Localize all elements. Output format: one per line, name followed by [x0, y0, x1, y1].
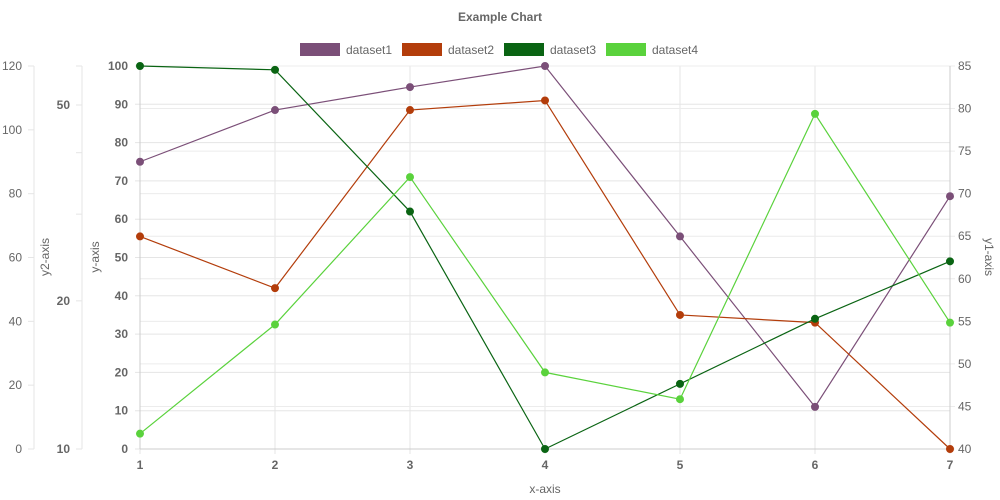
y1-tick-label: 60: [958, 272, 972, 286]
data-point-dataset3: [541, 445, 549, 453]
legend-label: dataset4: [652, 43, 698, 57]
y1-tick-label: 50: [958, 357, 972, 371]
data-point-dataset4: [136, 429, 144, 438]
y2-tick-label: 100: [2, 123, 22, 137]
x-tick-label: 2: [272, 458, 279, 472]
y-tick-label: 50: [115, 251, 129, 265]
data-point-dataset2: [676, 310, 684, 319]
y-tick-label: 30: [115, 327, 129, 341]
data-point-dataset1: [946, 192, 954, 201]
y-tick-label: 100: [108, 59, 128, 73]
data-point-dataset4: [811, 109, 819, 118]
y1-tick-label: 40: [958, 442, 972, 456]
legend-item-dataset2[interactable]: dataset2: [402, 43, 494, 57]
series-lines: [136, 62, 954, 453]
x-tick-label: 3: [407, 458, 414, 472]
y3-tick-label: 20: [57, 294, 71, 308]
data-point-dataset3: [676, 379, 684, 388]
data-point-dataset1: [406, 83, 414, 92]
x-axis-title: x-axis: [529, 482, 560, 496]
y2-tick-label: 80: [9, 187, 23, 201]
y-tick-label: 60: [115, 212, 129, 226]
legend-item-dataset4[interactable]: dataset4: [606, 43, 698, 57]
y-tick-label: 90: [115, 97, 129, 111]
y1-axis-title: y1-axis: [982, 238, 996, 276]
y-tick-label: 10: [115, 404, 129, 418]
data-point-dataset4: [271, 320, 279, 329]
y1-tick-label: 70: [958, 187, 972, 201]
legend[interactable]: dataset1 dataset2 dataset3 dataset4: [300, 43, 698, 57]
legend-item-dataset1[interactable]: dataset1: [300, 43, 392, 57]
chart-title: Example Chart: [458, 10, 542, 24]
legend-swatch: [402, 43, 442, 56]
y-axis-title: y-axis: [88, 241, 102, 272]
data-point-dataset3: [946, 257, 954, 266]
y-tick-label: 20: [115, 365, 129, 379]
legend-swatch: [606, 43, 646, 56]
legend-item-dataset3[interactable]: dataset3: [504, 43, 596, 57]
y2-tick-label: 20: [9, 378, 23, 392]
x-tick-label: 4: [542, 458, 549, 472]
legend-swatch: [300, 43, 340, 56]
y1-tick-label: 85: [958, 59, 972, 73]
data-point-dataset3: [271, 65, 279, 74]
y1-tick-label: 75: [958, 144, 972, 158]
legend-label: dataset3: [550, 43, 596, 57]
y2-tick-label: 0: [15, 442, 22, 456]
data-point-dataset2: [406, 106, 414, 115]
x-tick-label: 7: [947, 458, 954, 472]
grid: [135, 65, 955, 454]
data-point-dataset1: [811, 402, 819, 411]
y1-tick-label: 80: [958, 102, 972, 116]
x-tick-label: 1: [137, 458, 144, 472]
legend-swatch: [504, 43, 544, 56]
y2-tick-label: 40: [9, 314, 23, 328]
data-point-dataset4: [406, 173, 414, 182]
y-tick-label: 40: [115, 289, 129, 303]
y-tick-label: 80: [115, 136, 129, 150]
legend-label: dataset1: [346, 43, 392, 57]
y1-tick-label: 45: [958, 399, 972, 413]
y2-tick-label: 120: [2, 59, 22, 73]
x-tick-label: 5: [677, 458, 684, 472]
axes: 1 2 3 4 5 6 7010203040506070809010040455055606…: [2, 59, 972, 472]
x-tick-label: 6: [812, 458, 819, 472]
y3-tick-label: 50: [57, 98, 71, 112]
y3-tick-label: 10: [57, 442, 71, 456]
data-point-dataset4: [676, 395, 684, 404]
data-point-dataset2: [541, 96, 549, 105]
data-point-dataset1: [136, 157, 144, 166]
data-point-dataset3: [811, 314, 819, 323]
data-point-dataset1: [676, 232, 684, 241]
data-point-dataset2: [946, 445, 954, 453]
data-point-dataset2: [271, 284, 279, 293]
y1-tick-label: 65: [958, 229, 972, 243]
data-point-dataset2: [136, 232, 144, 241]
data-point-dataset3: [406, 207, 414, 216]
data-point-dataset1: [541, 62, 549, 70]
y-tick-label: 0: [121, 442, 128, 456]
data-point-dataset1: [271, 106, 279, 115]
y2-tick-label: 60: [9, 251, 23, 265]
data-point-dataset4: [541, 368, 549, 377]
y1-tick-label: 55: [958, 314, 972, 328]
data-point-dataset3: [136, 62, 144, 70]
y2-axis-title: y2-axis: [38, 238, 52, 276]
data-point-dataset4: [946, 318, 954, 327]
y-tick-label: 70: [115, 174, 129, 188]
legend-label: dataset2: [448, 43, 494, 57]
